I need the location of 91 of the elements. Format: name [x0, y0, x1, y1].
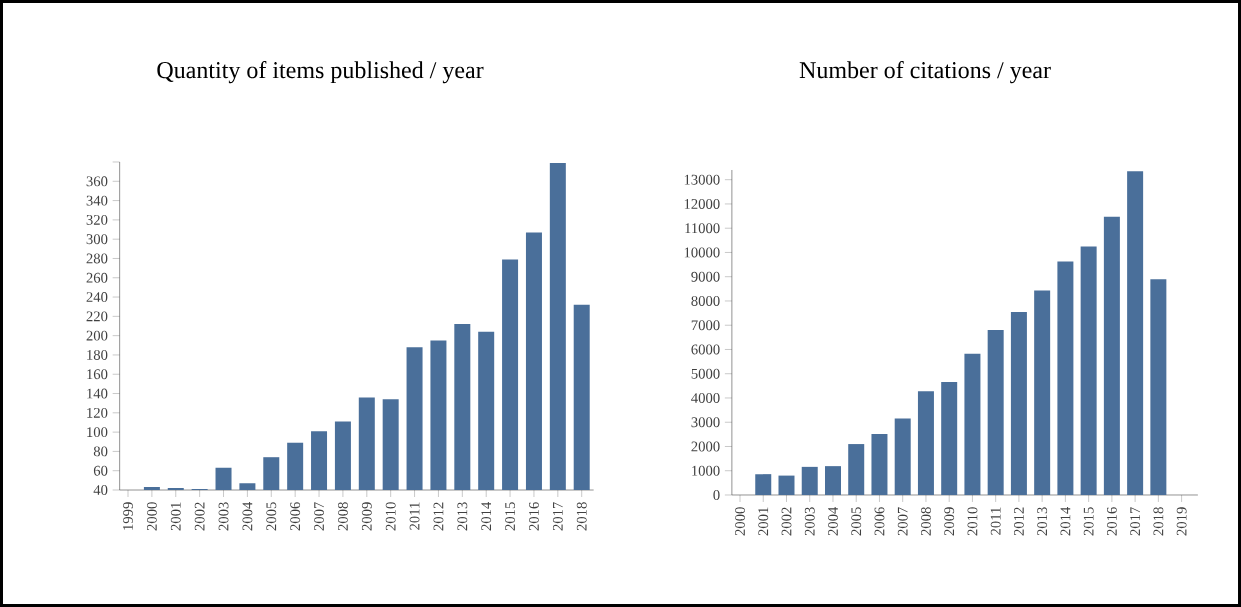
bar: [1103, 216, 1120, 495]
y-tick-label: 60: [93, 465, 108, 476]
y-tick-label: 120: [87, 407, 108, 418]
x-tick-label: 2009: [944, 507, 955, 536]
x-tick-label: 2006: [874, 507, 885, 536]
y-tick-label: 260: [86, 272, 108, 283]
y-tick-label: 360: [86, 176, 108, 187]
x-tick-label: 2002: [781, 507, 792, 536]
x-tick-label: 2012: [1013, 507, 1024, 536]
x-tick-label: 2013: [1037, 507, 1048, 536]
x-tick-label: 2002: [194, 502, 205, 531]
y-tick-label: 8000: [691, 296, 720, 306]
bar: [824, 466, 841, 495]
x-tick-label: 2000: [735, 507, 745, 536]
x-tick-label: 2018: [576, 502, 587, 531]
x-tick-label: 2015: [1083, 507, 1094, 536]
y-tick-label: 40: [93, 485, 108, 495]
y-tick-label: 80: [93, 446, 108, 457]
bar: [964, 353, 981, 495]
x-tick-label: 2018: [1153, 507, 1164, 536]
x-tick-label: 2001: [170, 502, 181, 531]
y-tick-label: 160: [87, 369, 108, 380]
bar: [848, 444, 865, 495]
x-tick-label: 2016: [529, 502, 539, 531]
y-tick-label: 200: [86, 330, 108, 341]
x-tick-label: 2013: [457, 502, 468, 531]
x-tick-label: 2014: [481, 501, 492, 531]
x-tick-label: 2005: [266, 502, 277, 531]
bar: [871, 433, 888, 495]
x-tick-label: 2007: [897, 507, 908, 536]
x-tick-label: 2009: [361, 502, 372, 531]
y-tick-label: 340: [86, 195, 108, 206]
x-tick-label: 2003: [804, 507, 815, 536]
bar: [1010, 311, 1027, 495]
bar: [894, 418, 911, 495]
bar: [778, 475, 795, 495]
y-tick-label: 2000: [691, 441, 720, 452]
x-tick-label: 2003: [218, 502, 229, 531]
y-tick-label: 3000: [691, 417, 720, 428]
y-tick-label: 100: [87, 427, 108, 438]
y-tick-label: 180: [87, 350, 108, 360]
bar: [1150, 279, 1167, 495]
x-tick-label: 2006: [290, 502, 301, 531]
x-tick-label: 2008: [921, 507, 931, 536]
x-tick-label: 2011: [990, 507, 1001, 535]
x-tick-label: 2008: [337, 502, 348, 531]
y-tick-label: 140: [87, 388, 108, 399]
y-tick-label: 9000: [691, 271, 720, 282]
x-tick-label: 2007: [314, 502, 324, 531]
y-tick-label: 1000: [692, 465, 720, 476]
bar: [1080, 246, 1097, 495]
x-tick-label: 1999: [123, 502, 133, 530]
y-tick-label: 6000: [691, 344, 720, 355]
x-tick-label: 2000: [146, 502, 157, 531]
y-tick-label: 11000: [685, 223, 720, 234]
y-tick-label: 10000: [684, 247, 720, 258]
y-tick-label: 240: [86, 292, 108, 303]
chart-title: Quantity of items published / year: [157, 61, 484, 84]
y-tick-label: 280: [86, 253, 108, 264]
y-tick-label: 4000: [691, 393, 720, 403]
y-tick-label: 13000: [684, 174, 720, 185]
bar: [801, 466, 818, 495]
bar: [917, 391, 934, 495]
y-tick-label: 12000: [684, 199, 720, 209]
x-tick-label: 2010: [385, 502, 396, 531]
bar: [1034, 290, 1051, 495]
x-tick-label: 2004: [242, 501, 253, 531]
x-tick-label: 2004: [828, 506, 838, 536]
y-tick-label: 7000: [691, 320, 720, 331]
bar: [1057, 261, 1074, 495]
bar: [941, 381, 958, 495]
x-tick-label: 2014: [1060, 506, 1071, 536]
y-tick-label: 300: [86, 234, 108, 245]
x-tick-label: 2015: [505, 502, 516, 531]
y-tick-label: 5000: [691, 368, 720, 379]
chart-title: Number of citations / year: [799, 61, 1051, 84]
x-tick-label: 2019: [1176, 507, 1187, 536]
y-tick-label: 320: [86, 214, 108, 225]
bar: [755, 474, 772, 495]
bar: [1127, 171, 1144, 495]
x-tick-label: 2017: [1130, 507, 1141, 536]
x-tick-label: 2012: [433, 502, 444, 531]
x-tick-label: 2005: [851, 507, 862, 536]
y-tick-label: 0: [713, 490, 720, 500]
x-tick-label: 2010: [967, 507, 978, 536]
y-tick-label: 220: [86, 311, 108, 322]
x-tick-label: 2016: [1106, 507, 1117, 536]
x-tick-label: 2011: [409, 502, 420, 530]
x-tick-label: 2001: [758, 507, 769, 536]
bar: [987, 330, 1004, 495]
x-tick-label: 2017: [552, 502, 563, 531]
